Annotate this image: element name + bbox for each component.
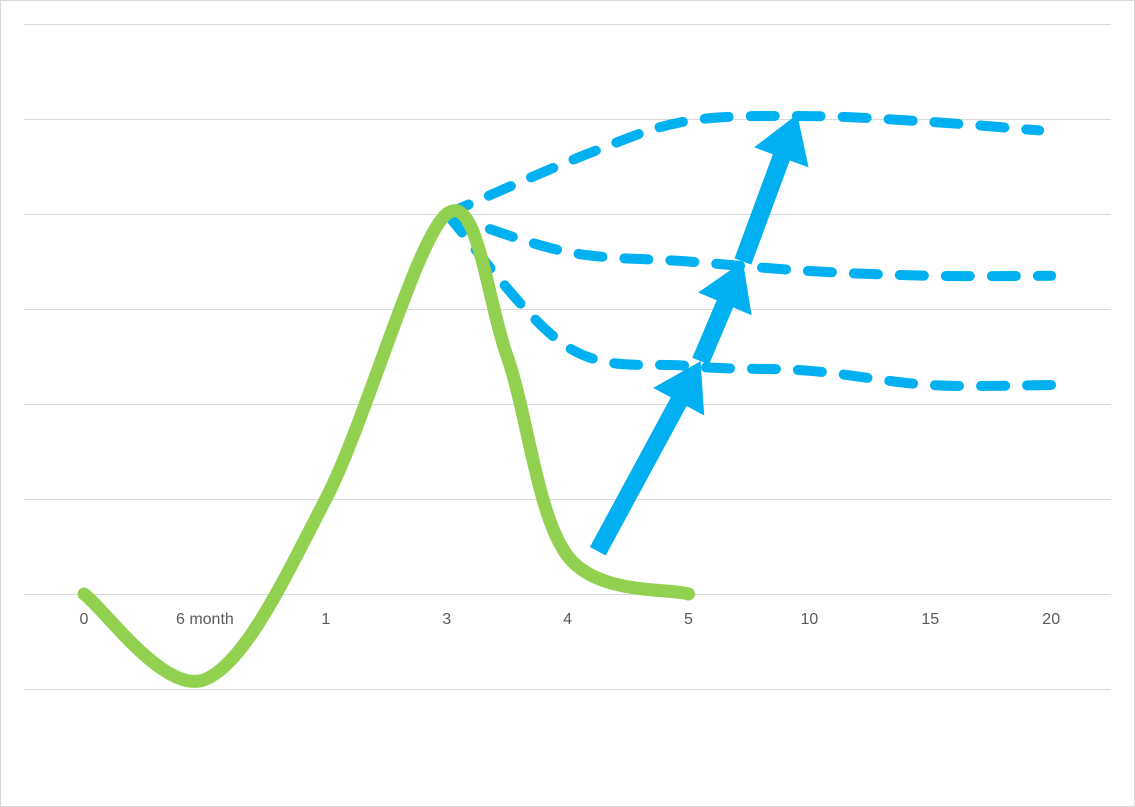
x-tick-label: 4 <box>563 611 572 628</box>
series-line-actual <box>77 204 695 688</box>
series-line-projection-mid <box>441 209 1057 282</box>
x-axis-tick-labels: 0 6 month 1 3 4 5 10 15 20 <box>80 611 1061 628</box>
series <box>77 110 1057 688</box>
arrows <box>589 114 809 556</box>
block-arrow <box>589 361 705 556</box>
block-arrow <box>734 114 809 265</box>
x-tick-label: 0 <box>80 611 89 628</box>
series-line-projection-low <box>441 209 1057 392</box>
x-tick-label: 6 month <box>176 611 234 628</box>
x-tick-label: 5 <box>684 611 693 628</box>
series-line-projection-high <box>441 110 1045 219</box>
x-tick-label: 3 <box>442 611 451 628</box>
x-tick-label: 15 <box>921 611 939 628</box>
x-tick-label: 20 <box>1042 611 1060 628</box>
x-tick-label: 1 <box>321 611 330 628</box>
x-tick-label: 10 <box>801 611 819 628</box>
gridlines <box>24 24 1111 690</box>
block-arrow <box>692 261 752 365</box>
